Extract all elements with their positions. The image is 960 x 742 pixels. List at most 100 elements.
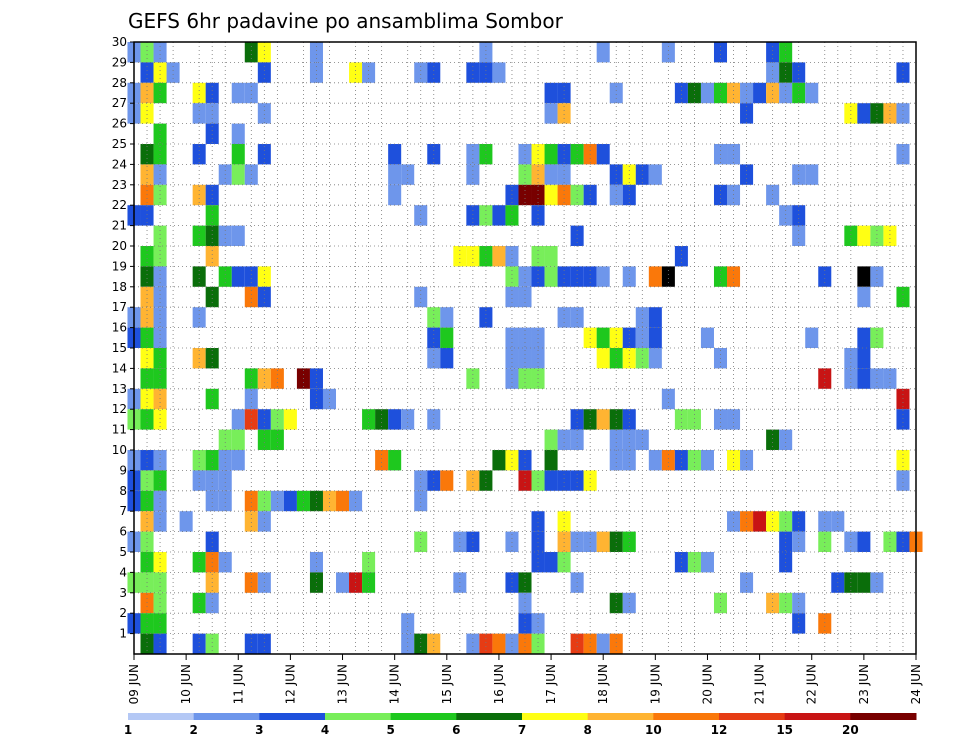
heatmap-cell [857,327,871,348]
heatmap-cell [727,409,741,430]
heatmap-cell [518,327,532,348]
heatmap-cell [818,511,832,532]
y-tick-label: 30 [112,35,127,49]
heatmap-cell [648,327,662,348]
heatmap-cell [140,42,154,63]
x-tick-label: 11 JUN [231,664,245,704]
heatmap-cell [740,82,754,104]
heatmap-cell [648,450,662,471]
y-tick-label: 23 [112,178,127,192]
heatmap-cell [779,205,793,226]
y-tick-label: 4 [119,565,127,579]
heatmap-cell [844,225,858,246]
heatmap-cell [896,531,910,552]
heatmap-cell [153,613,167,634]
heatmap-cell [596,144,610,165]
heatmap-cell [661,266,675,287]
heatmap-cell [401,633,415,654]
heatmap-cell [583,531,597,552]
heatmap-cell [648,266,662,287]
heatmap-cell [479,470,493,491]
heatmap-cell [140,82,154,104]
heatmap-cell [531,633,545,654]
heatmap-cell [583,266,597,287]
heatmap-cell [557,103,571,124]
heatmap-cell [622,409,636,430]
heatmap-cell [140,246,154,267]
heatmap-cell [544,164,558,185]
heatmap-cell [622,327,636,348]
heatmap-cell [531,470,545,491]
x-tick-label: 10 JUN [179,664,193,704]
colorbar-swatch [850,713,917,720]
heatmap-cell [531,266,545,287]
y-axis: 1234567891011121314151617181920212223242… [112,35,134,641]
heatmap-cell [505,286,519,308]
heatmap-cell [713,82,728,104]
heatmap-cell [153,327,167,348]
heatmap-cell [844,103,858,124]
heatmap-cell [388,450,402,471]
heatmap-cell [479,633,493,654]
heatmap-cell [427,327,441,348]
heatmap-cell [140,62,154,83]
heatmap-cell [414,205,428,226]
colorbar-label: 15 [776,723,793,737]
heatmap-cell [505,531,519,552]
heatmap-cell [544,144,558,165]
heatmap-cell [244,82,258,104]
heatmap-cell [440,348,454,369]
y-tick-label: 15 [112,341,127,355]
heatmap-cell [609,429,623,450]
heatmap-cell [479,307,493,328]
heatmap-cell [218,225,232,246]
heatmap-cell [153,490,167,512]
heatmap-cell [570,429,584,450]
heatmap-cell [518,470,532,491]
heatmap-cell [492,633,506,654]
heatmap-cell [766,62,780,83]
y-tick-label: 8 [119,484,127,498]
heatmap-cell [244,511,258,532]
heatmap-cell [257,266,271,287]
heatmap-cell [779,82,793,104]
heatmap-cell [779,531,793,552]
heatmap-cell [388,164,402,185]
heatmap-cell [218,450,232,471]
heatmap-cell [570,266,584,287]
heatmap-cell [687,82,701,104]
heatmap-cell [231,144,245,165]
heatmap-cell [583,470,597,491]
heatmap-cell [818,266,832,287]
x-tick-label: 24 JUN [909,664,923,704]
heatmap-cell [687,450,701,471]
colorbar-swatch [522,713,589,720]
heatmap-cell [596,327,610,348]
heatmap-cell [231,225,245,246]
heatmap-cell [205,531,219,552]
heatmap-cell [231,450,245,471]
x-tick-label: 18 JUN [596,664,610,704]
heatmap-cell [570,307,584,328]
y-tick-label: 2 [119,606,127,620]
heatmap-cell [805,82,819,104]
heatmap-cell [349,490,363,512]
heatmap-cell [583,409,597,430]
heatmap-cell [896,62,910,83]
y-tick-label: 18 [112,280,127,294]
heatmap-cell [205,246,219,267]
heatmap-cell [192,450,206,471]
heatmap-cell [466,633,480,654]
y-tick-label: 25 [112,137,127,151]
heatmap-cell [453,246,467,267]
heatmap-cell [322,490,337,512]
colorbar-swatch [128,713,195,720]
heatmap-cell [753,82,767,104]
heatmap-cell [870,225,884,246]
heatmap-cell [740,450,754,471]
heatmap-cell [192,633,206,654]
heatmap-cell [583,633,597,654]
y-tick-label: 14 [112,361,127,375]
heatmap-cell [648,164,662,185]
heatmap-cell [766,429,780,450]
